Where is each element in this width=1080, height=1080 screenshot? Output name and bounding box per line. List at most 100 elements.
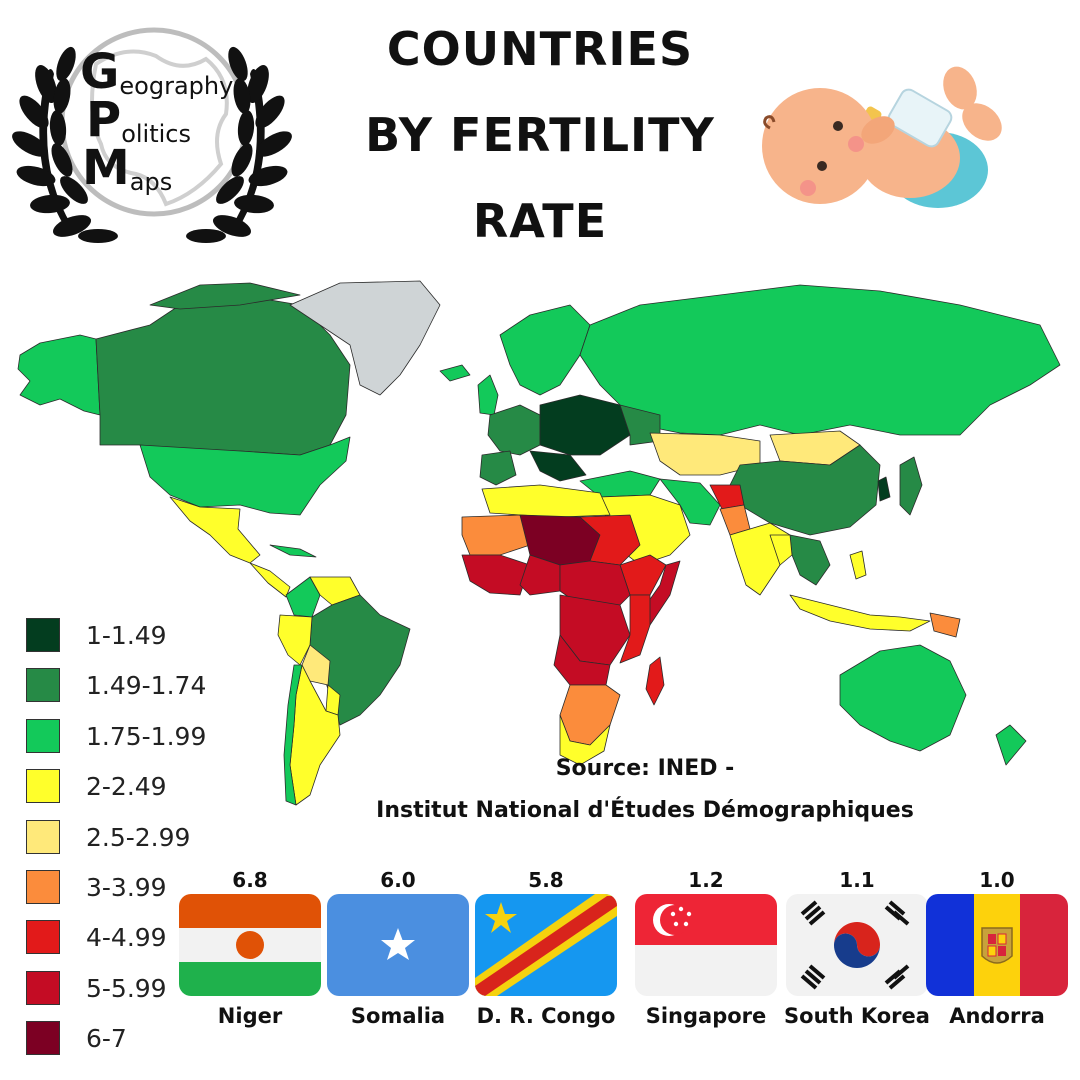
indonesia-region bbox=[789, 594, 931, 632]
legend-label: 1.75-1.99 bbox=[86, 721, 207, 751]
dr-congo-flag-icon bbox=[475, 894, 617, 996]
usa-region bbox=[139, 436, 351, 516]
legend-label: 4-4.99 bbox=[86, 923, 167, 953]
legend-label: 3-3.99 bbox=[86, 872, 167, 902]
title-line-3: RATE bbox=[472, 194, 608, 248]
nigeria-region bbox=[519, 554, 561, 596]
gpm-logo: Geography Politics Maps bbox=[6, 4, 296, 254]
title-line-2: BY FERTILITY bbox=[365, 108, 715, 162]
colombia-region bbox=[285, 576, 321, 618]
legend-item: 1-1.49 bbox=[26, 618, 226, 668]
legend-swatch bbox=[26, 618, 60, 652]
fertility-value: 6.0 bbox=[380, 868, 416, 892]
ukraine-region bbox=[619, 404, 661, 446]
source-line-1: Source: INED - bbox=[555, 756, 735, 781]
western-europe-region bbox=[487, 404, 541, 456]
scandinavia-region bbox=[499, 304, 591, 396]
legend-item: 1.49-1.74 bbox=[26, 668, 226, 718]
legend-label: 1.49-1.74 bbox=[86, 671, 207, 701]
korea-region bbox=[877, 476, 891, 502]
legend-swatch bbox=[26, 869, 60, 904]
bolivia-region bbox=[301, 644, 331, 686]
niger-flag-icon bbox=[179, 894, 321, 996]
legend-item: 2.5-2.99 bbox=[26, 819, 226, 870]
legend-swatch bbox=[26, 970, 60, 1005]
country-name: Andorra bbox=[949, 1004, 1045, 1028]
logo-line-maps: Maps bbox=[82, 140, 173, 196]
east-africa-region bbox=[619, 594, 651, 664]
page-title: COUNTRIES BY FERTILITY RATE bbox=[340, 6, 740, 264]
legend-item: 4-4.99 bbox=[26, 920, 226, 970]
country-name: Somalia bbox=[350, 1004, 446, 1028]
fertility-value: 1.1 bbox=[839, 868, 875, 892]
legend-item: 5-5.99 bbox=[26, 970, 226, 1021]
legend-swatch bbox=[26, 819, 60, 854]
country-name: Niger bbox=[217, 1004, 283, 1028]
legend-swatch bbox=[26, 769, 60, 804]
source-line-2: Institut National d'Études Démographique… bbox=[376, 798, 914, 823]
alaska-region bbox=[17, 334, 101, 416]
legend-label: 5-5.99 bbox=[86, 973, 167, 1003]
laurel-wreath-icon bbox=[12, 27, 292, 243]
mauritania-mali-region bbox=[461, 514, 531, 556]
baby-with-bottle-illustration bbox=[760, 48, 1010, 228]
southern-africa-region bbox=[559, 684, 621, 746]
logo-line-geography: Geography bbox=[80, 44, 234, 100]
legend-label: 6-7 bbox=[86, 1024, 127, 1054]
eastern-europe-region bbox=[539, 394, 631, 456]
singapore-flag-icon bbox=[635, 894, 777, 996]
north-africa-region bbox=[481, 484, 611, 518]
legend-label: 1-1.49 bbox=[86, 621, 167, 650]
fertility-value: 5.8 bbox=[528, 868, 564, 892]
madagascar-region bbox=[645, 656, 665, 706]
legend-label: 2-2.49 bbox=[86, 772, 167, 802]
balkans-region bbox=[529, 450, 587, 482]
highlight-andorra: 1.0 Andorra bbox=[926, 866, 1068, 1036]
iceland-region bbox=[439, 364, 471, 382]
fertility-value: 1.2 bbox=[688, 868, 724, 892]
world-fertility-map bbox=[0, 265, 1080, 825]
west-africa-region bbox=[461, 554, 531, 596]
canada-arctic-islands bbox=[149, 282, 301, 310]
legend: 1-1.49 1.49-1.74 1.75-1.99 2-2.49 2.5-2.… bbox=[26, 618, 226, 1072]
fertility-value: 1.0 bbox=[979, 868, 1015, 892]
philippines-region bbox=[849, 550, 867, 580]
legend-swatch bbox=[26, 668, 60, 703]
central-africa-region bbox=[559, 560, 631, 606]
papua-region bbox=[929, 612, 961, 638]
iberia-region bbox=[479, 450, 517, 486]
south-africa-region bbox=[559, 714, 611, 766]
highlight-somalia: 6.0 Somalia bbox=[327, 866, 469, 1036]
highlight-singapore: 1.2 Singapore bbox=[635, 866, 777, 1036]
country-name: Singapore bbox=[645, 1004, 767, 1028]
logo-line-politics: Politics bbox=[86, 92, 191, 148]
central-america-region bbox=[249, 562, 291, 598]
legend-item: 3-3.99 bbox=[26, 869, 226, 920]
legend-item: 2-2.49 bbox=[26, 769, 226, 819]
legend-swatch bbox=[26, 1021, 60, 1056]
legend-item: 6-7 bbox=[26, 1021, 226, 1071]
south-korea-flag-icon bbox=[786, 894, 928, 996]
southeast-asia-region bbox=[789, 534, 831, 586]
iran-region bbox=[659, 478, 721, 526]
country-name: D. R. Congo bbox=[476, 1004, 616, 1028]
legend-label: 2.5-2.99 bbox=[86, 822, 191, 852]
legend-swatch bbox=[26, 920, 60, 955]
uk-region bbox=[477, 374, 499, 416]
country-name: South Korea bbox=[784, 1004, 930, 1028]
title-line-1: COUNTRIES bbox=[386, 22, 694, 76]
highlight-niger: 6.8 Niger bbox=[179, 866, 321, 1036]
source-caption: Source: INED - Institut National d'Étude… bbox=[340, 748, 950, 832]
highlight-south-korea: 1.1 South Korea bbox=[784, 866, 930, 1036]
chile-region bbox=[283, 664, 303, 806]
legend-item: 1.75-1.99 bbox=[26, 718, 226, 769]
indochina-region bbox=[769, 534, 793, 566]
new-zealand-region bbox=[995, 724, 1027, 766]
caribbean-region bbox=[269, 544, 317, 558]
legend-swatch bbox=[26, 718, 60, 753]
fertility-value: 6.8 bbox=[232, 868, 268, 892]
andorra-flag-icon bbox=[926, 894, 1068, 996]
somalia-flag-icon bbox=[327, 894, 469, 996]
russia-region bbox=[579, 284, 1061, 436]
australia-region bbox=[839, 644, 967, 752]
